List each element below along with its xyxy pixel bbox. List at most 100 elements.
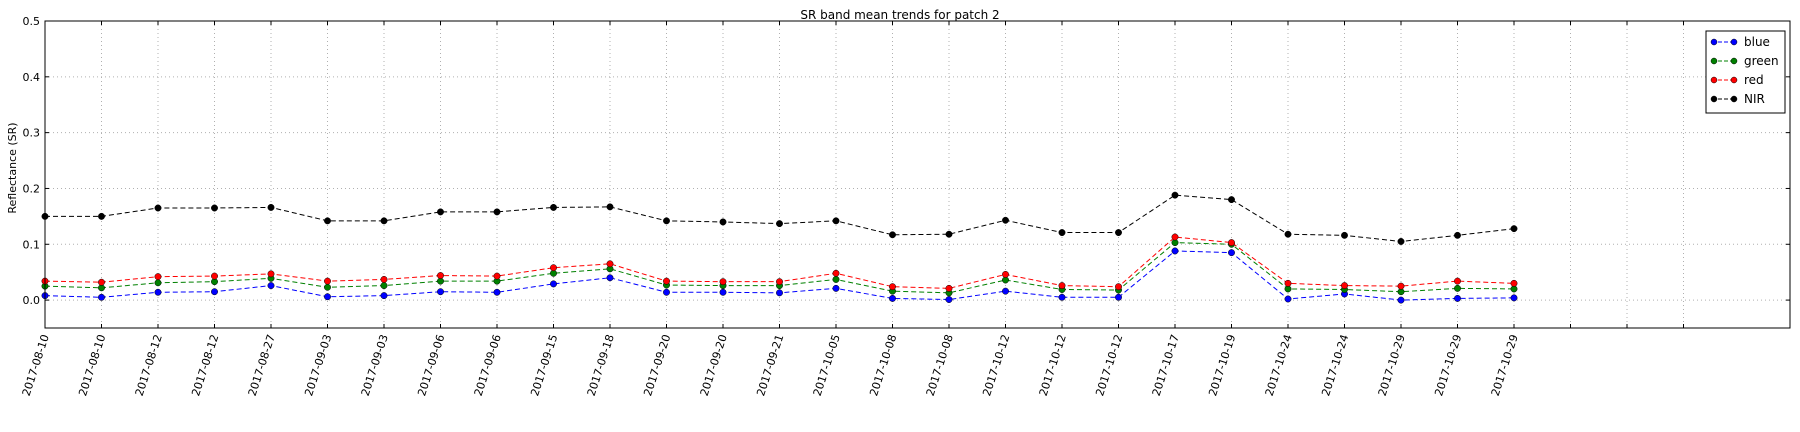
data-point-red [719, 278, 727, 286]
data-point-blue [1115, 293, 1122, 301]
data-point-nir [776, 220, 783, 228]
data-point-blue [98, 293, 105, 301]
data-point-blue [324, 293, 331, 301]
data-point-blue [550, 280, 557, 288]
x-tick-label: 2017-10-12 [1037, 333, 1069, 398]
grid-lines [45, 21, 1790, 328]
x-tick-label: 2017-09-20 [641, 333, 673, 398]
data-point-red [1115, 283, 1122, 291]
data-point-red [154, 273, 162, 281]
data-point-nir [663, 217, 670, 225]
data-point-nir [154, 204, 162, 212]
data-point-nir [1397, 238, 1405, 245]
data-point-nir [437, 208, 444, 216]
data-point-red [945, 284, 953, 292]
data-point-blue [1284, 295, 1292, 303]
data-point-blue [663, 288, 670, 296]
data-point-blue [1058, 293, 1066, 301]
data-point-red [1228, 239, 1235, 247]
x-tick-label: 2017-08-12 [133, 333, 165, 398]
series-layer [41, 191, 1518, 304]
data-point-nir [1115, 229, 1122, 237]
x-tick-label: 2017-10-19 [1206, 333, 1238, 398]
data-point-nir [493, 208, 501, 216]
data-point-nir [832, 217, 840, 225]
data-point-green [154, 279, 162, 287]
data-point-red [1454, 277, 1461, 285]
data-point-blue [719, 288, 727, 296]
plot-frame [44, 20, 1791, 329]
data-point-nir [550, 203, 557, 211]
legend: blue green red NIR [1705, 30, 1786, 114]
data-point-red [380, 275, 388, 283]
x-tick-label: 2017-10-24 [1319, 333, 1351, 398]
legend-label: NIR [1744, 92, 1765, 106]
y-tick-label: 0.0 [23, 294, 41, 307]
data-point-blue [154, 288, 162, 296]
data-point-red [437, 272, 444, 279]
data-point-nir [1284, 230, 1292, 238]
x-tick-label: 2017-09-06 [415, 333, 447, 398]
chart-title: SR band mean trends for patch 2 [800, 8, 999, 22]
x-tick-label: 2017-10-29 [1489, 333, 1521, 398]
x-tick-label: 2017-09-18 [585, 333, 617, 398]
x-tick-label: 2017-08-12 [189, 333, 221, 398]
data-point-red [1284, 279, 1292, 287]
x-tick-label: 2017-10-17 [1150, 333, 1182, 398]
data-point-red [1002, 270, 1009, 278]
data-point-blue [437, 288, 444, 296]
data-point-blue [945, 296, 953, 303]
x-tick-label: 2017-10-24 [1263, 333, 1295, 398]
data-point-green [1454, 284, 1461, 292]
data-point-blue [211, 288, 218, 296]
data-point-red [776, 278, 783, 286]
x-tick-label: 2017-08-10 [20, 333, 52, 398]
data-point-blue [380, 292, 388, 300]
data-point-red [98, 278, 105, 286]
data-point-red [1341, 282, 1348, 290]
legend-marker [1710, 57, 1718, 65]
data-point-nir [1002, 216, 1009, 224]
legend-label: green [1744, 54, 1779, 68]
data-point-nir [267, 203, 275, 211]
legend-marker [1730, 95, 1738, 103]
data-point-nir [324, 217, 331, 225]
data-point-nir [1454, 231, 1461, 239]
data-point-red [324, 277, 331, 285]
data-point-nir [1341, 231, 1348, 239]
y-tick-label: 0.2 [23, 182, 41, 195]
data-point-red [606, 260, 614, 268]
y-tick-label: 0.5 [23, 15, 41, 28]
data-point-blue [1397, 296, 1405, 304]
x-tick-label: 2017-10-08 [924, 333, 956, 398]
data-point-blue [776, 289, 783, 297]
data-point-nir [1510, 225, 1518, 233]
legend-marker [1710, 38, 1718, 46]
x-tick-label: 2017-09-03 [302, 333, 334, 398]
data-point-nir [719, 218, 727, 226]
data-point-nir [889, 231, 896, 239]
data-point-red [889, 283, 896, 291]
x-tick-label: 2017-09-15 [528, 333, 560, 398]
data-point-red [1058, 282, 1066, 290]
data-point-red [550, 264, 557, 272]
x-tick-label: 2017-08-10 [76, 333, 108, 398]
x-tick-label: 2017-10-29 [1376, 333, 1408, 398]
data-point-blue [1510, 294, 1518, 302]
x-tick-label: 2017-09-21 [754, 333, 786, 398]
data-point-nir [945, 230, 953, 238]
data-point-nir [1058, 229, 1066, 237]
legend-marker [1710, 95, 1718, 103]
data-point-blue [889, 294, 896, 302]
y-tick-label: 0.1 [23, 238, 41, 251]
data-point-red [1510, 279, 1518, 287]
legend-label: blue [1744, 35, 1770, 49]
data-point-blue [1228, 249, 1235, 257]
data-point-nir [1171, 191, 1179, 199]
data-point-red [493, 272, 501, 280]
data-point-green [324, 283, 331, 291]
data-point-nir [211, 204, 218, 212]
series-line-nir [45, 194, 1515, 242]
x-tick-label: 2017-09-20 [698, 333, 730, 398]
data-point-red [1397, 282, 1405, 290]
